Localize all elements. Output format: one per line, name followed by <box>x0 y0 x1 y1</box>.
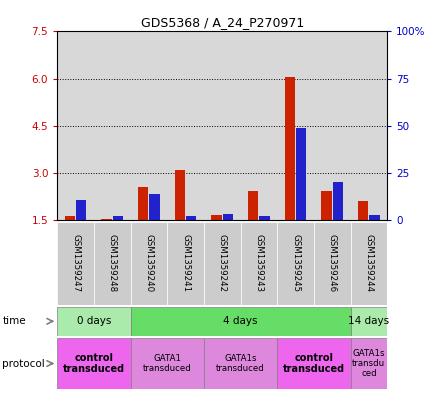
Bar <box>204 338 277 389</box>
Bar <box>65 216 75 220</box>
Bar <box>175 171 185 220</box>
Bar <box>57 338 131 389</box>
Title: GDS5368 / A_24_P270971: GDS5368 / A_24_P270971 <box>140 16 304 29</box>
Bar <box>351 338 387 389</box>
Bar <box>296 128 306 220</box>
Text: GSM1359243: GSM1359243 <box>254 234 264 292</box>
Bar <box>285 77 295 220</box>
Text: GATA1s
transdu
ced: GATA1s transdu ced <box>352 349 385 378</box>
Text: GSM1359244: GSM1359244 <box>364 234 374 292</box>
Text: GSM1359247: GSM1359247 <box>71 234 80 292</box>
Bar <box>94 222 131 305</box>
Bar <box>102 219 112 220</box>
Bar <box>150 194 160 220</box>
Text: GSM1359240: GSM1359240 <box>144 234 154 292</box>
Text: GSM1359248: GSM1359248 <box>108 234 117 292</box>
Bar <box>370 215 380 220</box>
Text: control
transduced: control transduced <box>283 353 345 374</box>
Bar <box>260 216 270 220</box>
Text: GSM1359246: GSM1359246 <box>328 234 337 292</box>
Bar <box>131 222 167 305</box>
Bar <box>333 182 343 220</box>
Bar <box>314 222 351 305</box>
Text: GSM1359241: GSM1359241 <box>181 234 190 292</box>
Text: 14 days: 14 days <box>348 316 389 326</box>
Text: GSM1359242: GSM1359242 <box>218 234 227 292</box>
Text: protocol: protocol <box>2 358 45 369</box>
Bar <box>223 215 233 220</box>
Text: control
transduced: control transduced <box>63 353 125 374</box>
Text: GATA1
transduced: GATA1 transduced <box>143 354 191 373</box>
Bar <box>113 216 123 220</box>
Bar <box>131 338 204 389</box>
Bar <box>57 307 131 336</box>
Bar <box>57 222 94 305</box>
Text: GSM1359245: GSM1359245 <box>291 234 300 292</box>
Text: time: time <box>2 316 26 326</box>
Bar <box>277 338 351 389</box>
Bar <box>186 216 196 220</box>
Bar <box>167 222 204 305</box>
Bar <box>351 307 387 336</box>
Bar <box>248 191 258 220</box>
Bar <box>241 222 277 305</box>
Bar <box>358 200 368 220</box>
Bar <box>76 200 86 220</box>
Bar <box>131 307 351 336</box>
Text: 0 days: 0 days <box>77 316 111 326</box>
Bar <box>277 222 314 305</box>
Bar <box>212 215 222 220</box>
Bar <box>322 191 332 220</box>
Bar <box>204 222 241 305</box>
Text: GATA1s
transduced: GATA1s transduced <box>216 354 265 373</box>
Bar <box>138 187 148 220</box>
Text: 4 days: 4 days <box>223 316 258 326</box>
Bar <box>351 222 387 305</box>
